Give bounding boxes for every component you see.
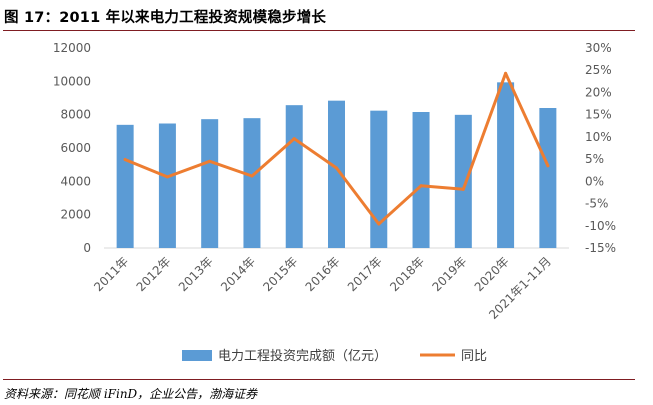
line-series	[123, 71, 550, 226]
bar	[158, 123, 176, 248]
bar	[285, 105, 303, 249]
bar	[497, 82, 515, 248]
bar	[116, 124, 134, 248]
x-tick-label: 2012年	[134, 254, 174, 294]
title-rule	[3, 30, 635, 31]
legend-bar-swatch	[182, 350, 212, 361]
growth-point	[292, 137, 296, 141]
x-axis-labels: 2011年 2012年 2013年 2014年 2015年 2016年 2017年 2018年…	[91, 254, 554, 322]
chart-title: 图 17：2011 年以来电力工程投资规模稳步增长	[4, 10, 327, 26]
x-tick-label: 2016年	[303, 254, 343, 294]
right-tick-label: 5%	[585, 152, 604, 166]
growth-point	[335, 166, 338, 170]
bar	[454, 114, 472, 248]
footer-rule	[3, 379, 635, 380]
left-tick-label: 6000	[60, 141, 91, 155]
legend: 电力工程投资完成额（亿元） 同比	[182, 348, 487, 364]
left-tick-label: 10000	[53, 74, 91, 88]
legend-bar-label: 电力工程投资完成额（亿元）	[218, 348, 387, 364]
bar	[328, 100, 345, 249]
left-tick-label: 4000	[60, 174, 91, 188]
right-tick-label: -15%	[585, 241, 616, 255]
growth-point	[165, 175, 169, 179]
left-tick-label: 0	[83, 241, 91, 255]
x-tick-label: 2015年	[260, 254, 300, 294]
bar	[243, 118, 261, 249]
growth-point	[504, 71, 508, 75]
bar	[412, 112, 430, 248]
x-tick-label: 2014年	[218, 254, 258, 294]
bar	[201, 119, 219, 249]
x-tick-label: 2013年	[176, 254, 216, 294]
right-tick-label: -10%	[585, 219, 616, 233]
right-tick-label: 0%	[585, 174, 604, 188]
left-tick-label: 8000	[60, 108, 91, 122]
right-tick-label: 30%	[585, 41, 612, 55]
growth-point	[123, 158, 127, 162]
legend-line-label: 同比	[461, 349, 487, 364]
right-tick-label: 10%	[585, 130, 612, 144]
right-tick-label: 20%	[585, 85, 612, 99]
x-tick-label: 2018年	[387, 254, 427, 294]
growth-point	[461, 187, 465, 191]
x-tick-label: 2017年	[345, 254, 385, 294]
left-axis-ticks: 0 2000 4000 6000 8000 10000 12000	[53, 41, 91, 255]
source-note: 资料来源：同花顺 iFinD，企业公告，渤海证券	[4, 387, 258, 401]
x-tick-label: 2020年	[472, 254, 512, 294]
growth-point	[208, 159, 212, 163]
bar-series	[116, 82, 557, 249]
right-tick-label: -5%	[585, 197, 608, 211]
growth-point	[546, 164, 550, 168]
bar	[370, 110, 388, 249]
left-tick-label: 2000	[60, 208, 91, 222]
growth-point	[377, 222, 381, 226]
right-axis-ticks: -15% -10% -5% 0% 5% 10% 15% 20% 25% 30%	[585, 41, 616, 255]
left-tick-label: 12000	[53, 41, 91, 55]
growth-point	[250, 174, 254, 178]
growth-point	[419, 184, 423, 188]
right-tick-label: 15%	[585, 108, 612, 122]
x-tick-label: 2011年	[91, 254, 131, 294]
x-tick-label: 2019年	[429, 254, 469, 294]
bar	[539, 108, 557, 248]
right-tick-label: 25%	[585, 63, 612, 77]
